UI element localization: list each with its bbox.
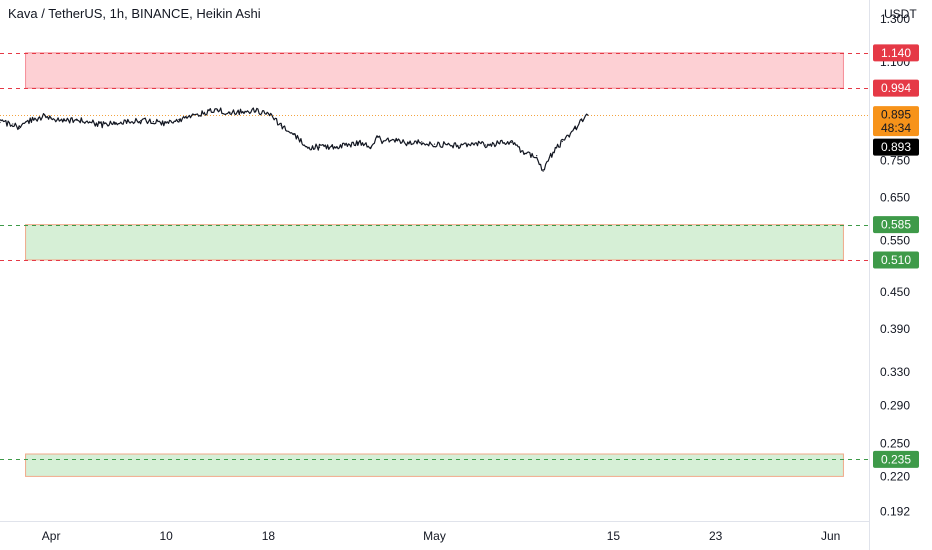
price-point-22 <box>255 110 257 112</box>
price-point-36 <box>421 141 423 143</box>
y-tick-label: 0.290 <box>880 398 910 412</box>
price-point-27 <box>318 146 321 148</box>
price-point-7 <box>63 120 65 122</box>
price-point-13 <box>140 120 142 122</box>
price-point-24 <box>280 124 282 126</box>
x-tick-label: 15 <box>607 529 621 543</box>
support-zone-1 <box>25 224 844 261</box>
y-tick-label: 0.390 <box>880 322 910 336</box>
price-point-46 <box>542 170 544 172</box>
price-point-43 <box>510 141 512 144</box>
price-label-text-4: 0.585 <box>881 218 911 232</box>
price-point-40 <box>472 142 474 144</box>
price-point-26 <box>306 146 308 148</box>
price-point-20 <box>229 111 231 113</box>
currency-label: USDT <box>884 7 917 21</box>
y-tick-label: 0.450 <box>880 285 910 299</box>
price-point-48 <box>561 140 563 143</box>
zones-layer <box>25 52 844 477</box>
price-point-0 <box>0 121 1 124</box>
price-point-2 <box>18 127 20 130</box>
y-tick-label: 0.330 <box>880 365 910 379</box>
price-point-25 <box>293 134 295 136</box>
y-tick-label: 0.250 <box>880 436 910 450</box>
price-label-text-0: 1.140 <box>881 46 911 60</box>
price-point-33 <box>382 140 384 143</box>
price-point-5 <box>44 114 46 116</box>
price-point-19 <box>216 109 218 111</box>
x-tick-label: 18 <box>262 529 276 543</box>
time-axis[interactable]: Apr 10 18 May 15 23 Jun <box>42 529 841 543</box>
price-point-38 <box>446 144 448 146</box>
x-tick-label: 23 <box>709 529 723 543</box>
price-point-50 <box>580 119 583 121</box>
price-label-countdown: 48:34 <box>881 121 911 135</box>
y-tick-label: 0.550 <box>880 234 910 248</box>
price-label-badge-4 <box>873 216 919 234</box>
price-point-10 <box>101 124 103 126</box>
price-point-44 <box>523 152 525 154</box>
price-point-49 <box>574 127 576 130</box>
price-label-text-2: 0.895 <box>881 108 911 122</box>
price-point-16 <box>178 118 180 121</box>
x-tick-label: 10 <box>159 529 173 543</box>
price-point-51 <box>587 114 589 116</box>
price-point-35 <box>408 142 410 144</box>
price-label-text-1: 0.994 <box>881 81 911 95</box>
price-point-4 <box>37 118 39 120</box>
price-point-32 <box>376 136 378 138</box>
price-point-8 <box>76 119 78 121</box>
price-point-11 <box>114 121 116 124</box>
price-point-15 <box>165 122 167 124</box>
price-point-12 <box>127 120 129 122</box>
price-point-39 <box>459 145 461 147</box>
price-point-3 <box>25 121 27 123</box>
y-tick-label: 0.750 <box>880 154 910 168</box>
price-label-badge-0 <box>873 44 919 62</box>
y-tick-label: 0.220 <box>880 469 910 483</box>
price-point-41 <box>485 144 487 146</box>
price-point-17 <box>191 115 193 117</box>
price-point-47 <box>548 156 551 158</box>
price-point-34 <box>395 139 397 141</box>
price-point-1 <box>12 123 14 125</box>
price-point-30 <box>357 141 359 144</box>
price-point-9 <box>88 121 91 123</box>
price-point-28 <box>331 146 333 148</box>
price-label-badge-3 <box>873 138 919 156</box>
price-point-6 <box>50 117 52 119</box>
price-point-37 <box>433 143 436 145</box>
y-tick-label: 0.650 <box>880 191 910 205</box>
chart-title: Kava / TetherUS, 1h, BINANCE, Heikin Ash… <box>8 6 261 21</box>
price-point-29 <box>344 144 346 146</box>
price-label-badge-2 <box>873 106 919 137</box>
price-point-14 <box>152 121 154 123</box>
price-point-18 <box>203 111 206 113</box>
resistance-zone-0 <box>25 52 844 89</box>
price-point-23 <box>267 113 269 115</box>
y-tick-label: 0.192 <box>880 504 910 518</box>
price-label-badge-1 <box>873 79 919 97</box>
price-point-21 <box>242 110 244 113</box>
price-point-45 <box>536 155 538 157</box>
y-tick-label: 1.300 <box>880 12 910 26</box>
price-label-text-5: 0.510 <box>881 253 911 267</box>
price-point-42 <box>497 142 499 144</box>
support-zone-2 <box>25 453 844 477</box>
x-tick-label: May <box>423 529 446 543</box>
price-label-text-3: 0.893 <box>881 140 911 154</box>
price-axis[interactable]: 1.3001.1000.7500.6500.5500.4500.3900.330… <box>880 12 910 518</box>
price-series-line-0 <box>0 107 589 171</box>
horizontal-lines-layer <box>0 53 869 460</box>
price-point-31 <box>370 146 372 148</box>
price-label-badge-6 <box>873 450 919 468</box>
price-series-layer <box>0 107 589 172</box>
price-label-badge-5 <box>873 251 919 269</box>
x-tick-label: Jun <box>821 529 840 543</box>
price-label-text-6: 0.235 <box>881 452 911 466</box>
x-tick-label: Apr <box>42 529 61 543</box>
